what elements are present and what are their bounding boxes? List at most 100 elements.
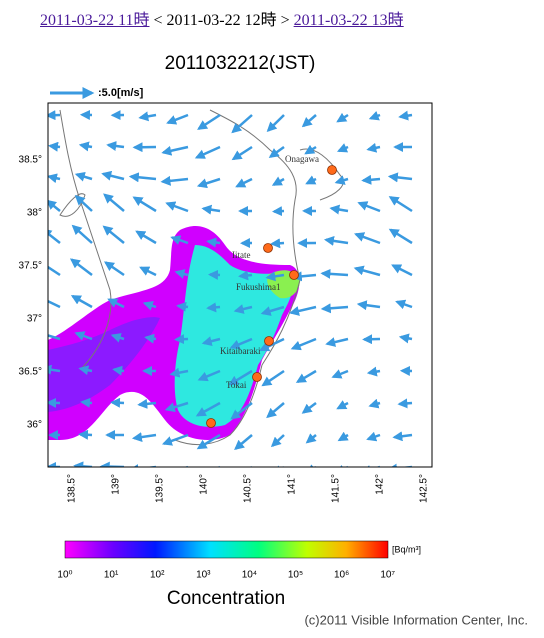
lon-label: 139.5° (155, 474, 166, 503)
wind-arrow (103, 193, 125, 212)
wind-arrow (110, 333, 125, 343)
colorbar-tick: 10³ (196, 570, 211, 581)
colorbar-unit: [Bq/m³] (392, 544, 421, 554)
wind-arrow (320, 268, 349, 279)
wind-arrow (357, 201, 381, 213)
wind-arrow (231, 145, 253, 161)
wind-arrow (290, 337, 317, 351)
colorbar-tick: 10⁴ (242, 570, 257, 581)
wind-arrow (259, 337, 285, 352)
wind-arrow (329, 204, 349, 215)
wind-arrow (233, 304, 253, 314)
wind-arrow (132, 196, 157, 213)
wind-arrow (196, 433, 221, 450)
wind-arrow (48, 199, 61, 212)
wind-arrow (170, 235, 189, 245)
wind-arrow (238, 270, 253, 281)
wind-arrow (106, 141, 125, 151)
colorbar-tick: 10⁷ (380, 570, 395, 581)
wind-arrow (78, 141, 93, 152)
wind-arrow (356, 300, 381, 311)
lat-label: 37.5° (19, 261, 42, 272)
wind-arrow (138, 111, 157, 122)
wind-arrow (197, 369, 221, 382)
wind-arrow (289, 305, 317, 316)
wind-arrow (48, 141, 61, 152)
wind-arrow (301, 401, 317, 414)
wind-arrow (368, 398, 381, 409)
wind-arrow (337, 431, 349, 442)
wind-arrow (354, 232, 381, 245)
wind-arrow (266, 114, 285, 132)
wind-arrow (165, 201, 189, 213)
next-link[interactable]: 2011-03-22 13時 (293, 12, 404, 29)
wind-arrow (306, 464, 318, 467)
wind-arrow (387, 172, 413, 183)
wind-arrow (331, 369, 349, 379)
wind-arrow (74, 171, 93, 182)
lon-label: 140.5° (243, 474, 254, 503)
colorbar-tick: 10² (150, 570, 165, 581)
wind-arrow (174, 334, 189, 345)
wind-arrow (196, 177, 221, 189)
wind-arrow (398, 110, 413, 121)
wind-arrow (128, 172, 157, 183)
wind-arrow (161, 433, 189, 446)
wind-arrow (261, 369, 285, 387)
lat-label: 36° (27, 420, 42, 431)
wind-arrow (265, 271, 285, 282)
plume-mid-west (48, 317, 160, 412)
site-marker (289, 270, 299, 280)
wind-arrow (271, 176, 285, 186)
wind-arrow (131, 432, 157, 442)
wind-arrow (361, 465, 380, 467)
wind-arrow (325, 337, 349, 347)
wind-arrow (301, 114, 317, 128)
site-label: Fukushima1 (236, 282, 281, 292)
wind-arrow (164, 401, 189, 412)
wind-arrows (48, 109, 413, 467)
wind-arrow (323, 235, 349, 246)
wind-arrow (260, 305, 285, 316)
plume-high (174, 245, 294, 427)
colorbar-tick: 10¹ (104, 570, 119, 581)
site-label: Onagawa (285, 154, 319, 164)
colorbar-tick: 10⁰ (57, 570, 72, 581)
wind-arrow (78, 365, 93, 376)
wind-arrow (395, 299, 413, 310)
wind-arrow (110, 397, 125, 408)
wind-arrow (366, 142, 381, 153)
wind-arrow (206, 302, 221, 313)
wind-arrow (235, 177, 253, 188)
site-label: Kitaibaraki (220, 346, 261, 356)
wind-arrow (197, 113, 221, 130)
prev-link[interactable]: 2011-03-22 11時 (40, 12, 150, 29)
wind-arrow (174, 269, 189, 279)
wind-arrow (194, 145, 221, 159)
wind-arrow (166, 113, 189, 125)
wind-arrow (270, 238, 285, 249)
wind-arrow (397, 398, 413, 409)
wind-arrow (353, 265, 381, 277)
wind-arrow (295, 369, 317, 383)
wind-arrow (161, 145, 189, 156)
wind-arrow (135, 230, 157, 245)
wind-arrow (101, 170, 125, 181)
wind-arrow (103, 261, 125, 277)
wind-arrow (48, 228, 61, 244)
wind-arrow (392, 431, 413, 442)
wind-arrow (144, 333, 157, 344)
wind-arrow (112, 365, 125, 376)
wind-arrow (184, 465, 188, 467)
wind-arrow (336, 112, 349, 123)
wind-arrow (74, 195, 93, 212)
wind-arrow (80, 397, 93, 408)
wind-arrow (169, 367, 189, 378)
navigation: 2011-03-22 11時 < 2011-03-22 12時 > 2011-0… (40, 6, 404, 30)
wind-arrow (368, 111, 381, 121)
wind-arrow (272, 206, 285, 217)
wind-arrow (305, 433, 317, 444)
wind-arrow (398, 333, 413, 344)
lat-label: 37° (27, 314, 42, 325)
